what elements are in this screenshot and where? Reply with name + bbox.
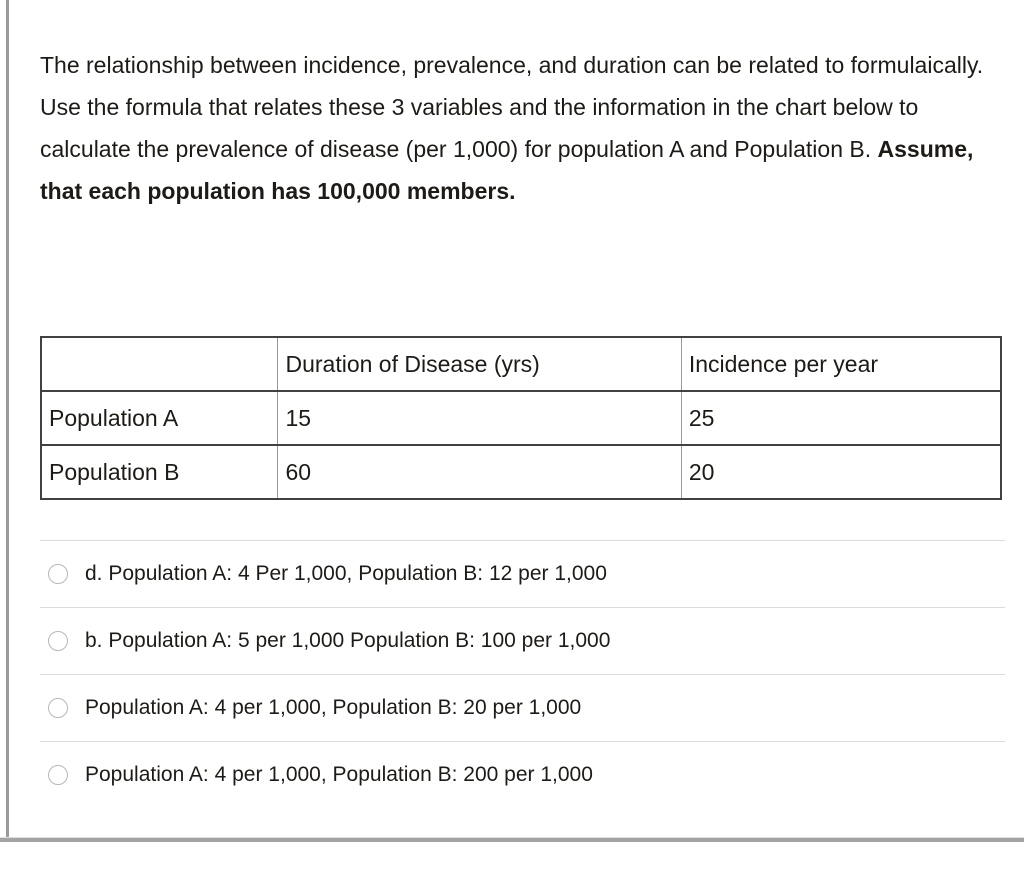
table-header-empty: [40, 336, 279, 392]
question-text-normal: The relationship between incidence, prev…: [40, 52, 984, 162]
table-header-duration: Duration of Disease (yrs): [277, 336, 682, 392]
table-row: Population B 60 20: [40, 444, 1002, 500]
row-label: Population A: [40, 390, 279, 446]
answer-options-list: d. Population A: 4 Per 1,000, Population…: [40, 540, 1005, 808]
left-border-line: [6, 0, 9, 838]
radio-button[interactable]: [48, 698, 68, 718]
radio-button[interactable]: [48, 564, 68, 584]
row-duration: 15: [277, 390, 682, 446]
answer-option-1[interactable]: d. Population A: 4 Per 1,000, Population…: [40, 540, 1005, 607]
question-text: The relationship between incidence, prev…: [40, 44, 1000, 212]
question-text-bold: Assume, that each population has 100,000…: [40, 136, 974, 204]
answer-option-4[interactable]: Population A: 4 per 1,000, Population B:…: [40, 741, 1005, 808]
table-header-incidence: Incidence per year: [680, 336, 1002, 392]
radio-button[interactable]: [48, 765, 68, 785]
population-data-table: Duration of Disease (yrs) Incidence per …: [40, 336, 1002, 500]
radio-button[interactable]: [48, 631, 68, 651]
answer-option-label: Population A: 4 per 1,000, Population B:…: [85, 763, 593, 786]
answer-option-label: Population A: 4 per 1,000, Population B:…: [85, 696, 582, 719]
row-duration: 60: [277, 444, 682, 500]
table-row: Population A 15 25: [40, 390, 1002, 446]
bottom-divider-bar: [0, 837, 1024, 842]
table-header-row: Duration of Disease (yrs) Incidence per …: [40, 336, 1002, 392]
row-label: Population B: [40, 444, 279, 500]
answer-option-label: b. Population A: 5 per 1,000 Population …: [85, 629, 611, 652]
answer-option-label: d. Population A: 4 Per 1,000, Population…: [85, 562, 607, 585]
row-incidence: 20: [680, 444, 1002, 500]
answer-option-2[interactable]: b. Population A: 5 per 1,000 Population …: [40, 607, 1005, 674]
answer-option-3[interactable]: Population A: 4 per 1,000, Population B:…: [40, 674, 1005, 741]
row-incidence: 25: [680, 390, 1002, 446]
